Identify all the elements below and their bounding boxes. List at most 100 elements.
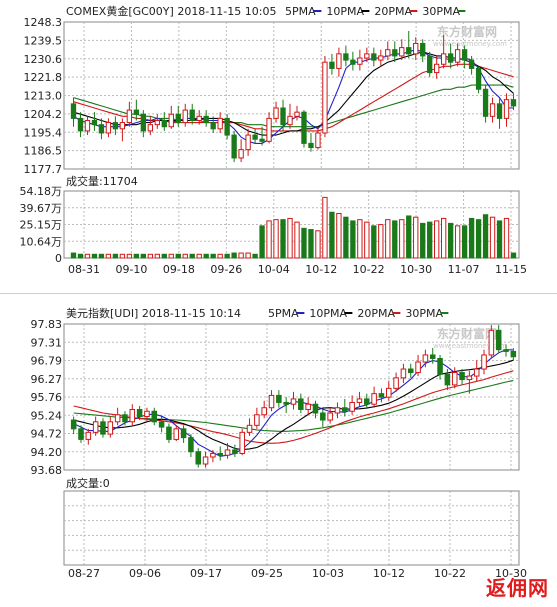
price-tick-label: 1230.6 xyxy=(24,53,63,66)
x-tick-label: 11-07 xyxy=(448,263,480,276)
volume-bar xyxy=(273,219,279,259)
volume-bar xyxy=(461,225,468,259)
candle-body xyxy=(100,421,106,435)
volume-bar xyxy=(399,219,405,259)
candle-body xyxy=(77,117,84,132)
candle-body xyxy=(399,47,405,57)
ma5-line xyxy=(73,49,514,144)
candle-body xyxy=(454,49,461,63)
candle-body xyxy=(246,424,253,433)
candle-body xyxy=(92,421,99,433)
candle-body xyxy=(429,354,436,359)
candle-body xyxy=(510,350,517,358)
volume-label: 成交量:11704 xyxy=(66,174,138,188)
volume-bar xyxy=(420,222,426,259)
usd-index-chart: 美元指数[UDI] 2018-11-15 10:14 5PMA 10PMA 20PMA… xyxy=(31,306,527,580)
candle-body xyxy=(239,431,245,454)
volume-bar xyxy=(301,227,307,259)
volume-bar xyxy=(496,220,503,259)
x-tick-label: 11-15 xyxy=(495,263,527,276)
candle-body xyxy=(444,373,451,386)
volume-bar xyxy=(378,224,384,259)
ma10-line xyxy=(73,51,514,136)
candle-body xyxy=(126,109,133,124)
volume-bar xyxy=(482,214,489,259)
volume-bar xyxy=(238,252,244,259)
candle-body xyxy=(447,53,454,63)
volume-bar xyxy=(189,253,195,259)
volume-bar xyxy=(503,217,510,259)
ma-legend-label: 30PMA xyxy=(422,5,460,18)
candle-body xyxy=(371,393,377,405)
volume-bar xyxy=(182,253,188,259)
price-tick-label: 1186.5 xyxy=(24,145,63,158)
candle-body xyxy=(298,398,304,410)
volume-bar xyxy=(231,252,237,259)
candle-body xyxy=(349,401,355,412)
candle-body xyxy=(276,394,282,403)
volume-bar xyxy=(203,253,209,259)
candle-body xyxy=(70,103,77,119)
volume-bar xyxy=(454,225,461,259)
volume-bar xyxy=(468,217,475,259)
watermark-url: www.eastmoney.com xyxy=(433,40,507,48)
volume-bar xyxy=(84,253,91,259)
candle-body xyxy=(105,122,112,134)
x-tick-label: 10-22 xyxy=(353,263,385,276)
volume-bar xyxy=(364,221,370,259)
candle-body xyxy=(407,368,414,374)
x-tick-label: 10-03 xyxy=(312,567,344,580)
chart-title: 美元指数[UDI] 2018-11-15 10:14 xyxy=(66,306,241,320)
candle-body xyxy=(232,449,238,454)
candle-body xyxy=(385,387,392,398)
x-tick-label: 09-26 xyxy=(210,263,242,276)
candle-body xyxy=(482,88,489,117)
candle-body xyxy=(322,61,328,134)
candle-body xyxy=(259,138,265,142)
candle-body xyxy=(473,368,480,377)
candle-body xyxy=(378,393,385,398)
candle-body xyxy=(84,119,91,132)
candle-body xyxy=(315,132,321,149)
candle-body xyxy=(107,421,114,435)
candle-body xyxy=(308,142,314,149)
volume-bar xyxy=(224,253,230,259)
candle-body xyxy=(287,115,293,126)
volume-bar xyxy=(440,217,447,259)
price-tick-label: 1204.2 xyxy=(24,108,63,121)
candle-body xyxy=(217,117,223,130)
candle-body xyxy=(503,349,509,352)
candle-body xyxy=(158,421,165,428)
volume-bar xyxy=(371,225,377,259)
candle-body xyxy=(422,354,429,363)
chart-title: COMEX黄金[GC00Y] 2018-11-15 10:05 xyxy=(66,4,276,18)
candle-body xyxy=(112,122,119,130)
volume-bar xyxy=(322,196,328,259)
price-tick-label: 1248.3 xyxy=(24,16,63,29)
volume-bar xyxy=(119,253,126,259)
volume-bar xyxy=(266,220,272,259)
candle-body xyxy=(196,115,202,121)
price-tick-label: 93.68 xyxy=(31,464,63,477)
volume-bar xyxy=(77,253,84,259)
candle-body xyxy=(114,414,121,423)
volume-bar xyxy=(434,220,440,259)
x-tick-label: 10-12 xyxy=(373,567,405,580)
candle-body xyxy=(202,456,209,465)
candle-body xyxy=(336,53,342,69)
volume-bar xyxy=(357,219,363,259)
volume-bar xyxy=(217,253,223,259)
candle-body xyxy=(147,124,153,132)
candle-body xyxy=(245,134,251,151)
candle-body xyxy=(488,329,495,356)
candle-body xyxy=(393,377,399,389)
volume-bar xyxy=(154,253,160,259)
volume-bar xyxy=(210,253,216,259)
candle-body xyxy=(329,61,335,69)
candle-body xyxy=(180,428,187,439)
volume-bar xyxy=(294,221,300,259)
ma-legend-label: 20PMA xyxy=(374,5,412,18)
candle-body xyxy=(468,59,475,69)
watermark-text: 东方财富网 xyxy=(437,326,497,341)
candle-body xyxy=(327,412,333,421)
